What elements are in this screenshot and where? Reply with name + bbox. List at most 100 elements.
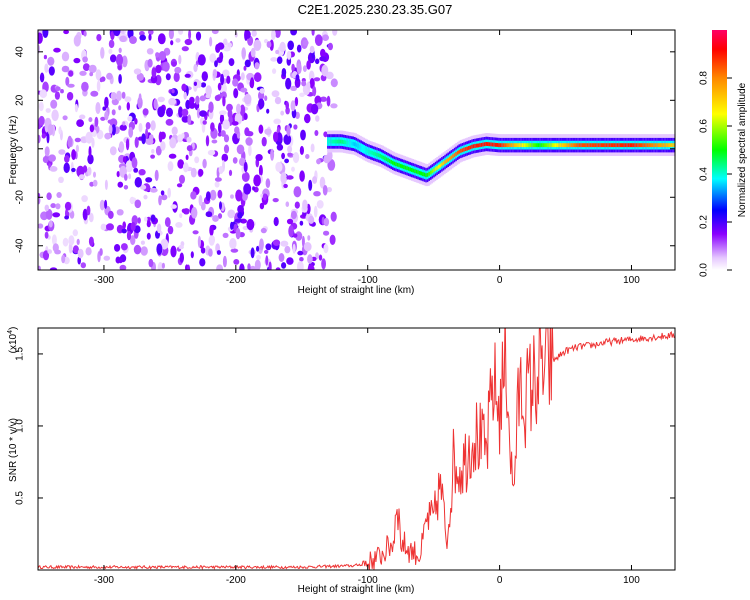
noise-speckle — [47, 123, 54, 136]
noise-speckle — [118, 258, 123, 264]
signal-core — [574, 143, 577, 148]
noise-speckle — [99, 248, 103, 256]
noise-speckle — [281, 152, 285, 160]
noise-speckle — [150, 214, 156, 223]
noise-speckle — [119, 124, 127, 131]
noise-speckle — [175, 38, 181, 43]
signal-core — [629, 143, 633, 148]
noise-speckle — [301, 80, 307, 87]
noise-speckle — [85, 131, 93, 144]
noise-speckle — [322, 34, 329, 41]
noise-speckle — [58, 149, 66, 155]
noise-speckle — [56, 192, 62, 198]
noise-speckle — [83, 30, 87, 37]
noise-speckle — [151, 149, 155, 154]
noise-speckle — [71, 167, 76, 173]
noise-speckle — [77, 256, 81, 265]
noise-speckle — [55, 86, 61, 91]
noise-speckle — [299, 220, 304, 226]
signal-core — [569, 143, 573, 148]
noise-speckle — [309, 78, 315, 89]
noise-speckle — [236, 103, 241, 115]
noise-speckle — [320, 48, 326, 58]
noise-speckle — [38, 192, 41, 198]
noise-speckle — [323, 230, 330, 236]
noise-speckle — [261, 136, 267, 147]
noise-speckle — [50, 203, 56, 209]
signal-core — [672, 143, 675, 148]
noise-speckle — [256, 245, 260, 252]
noise-speckle — [165, 118, 174, 126]
signal-core — [654, 143, 658, 148]
noise-speckle — [260, 227, 267, 234]
noise-speckle — [266, 41, 272, 48]
noise-speckle — [146, 232, 151, 240]
noise-speckle — [302, 39, 309, 46]
signal-core — [488, 142, 492, 147]
noise-speckle — [302, 65, 307, 72]
noise-speckle — [89, 72, 94, 77]
noise-speckle — [188, 102, 196, 109]
noise-speckle — [244, 59, 251, 68]
noise-speckle — [295, 111, 300, 119]
noise-speckle — [137, 217, 141, 224]
noise-speckle — [285, 101, 290, 110]
y-tick-label: 1.5 — [15, 347, 26, 361]
noise-speckle — [200, 82, 207, 88]
noise-speckle — [108, 39, 115, 49]
noise-speckle — [110, 54, 117, 63]
noise-speckle — [299, 170, 305, 182]
noise-speckle — [71, 149, 76, 161]
noise-speckle — [237, 205, 245, 214]
signal-core — [415, 169, 419, 174]
noise-speckle — [118, 105, 122, 111]
signal-core — [414, 169, 418, 174]
noise-speckle — [299, 257, 304, 262]
noise-speckle — [297, 261, 304, 270]
noise-speckle — [184, 38, 193, 46]
noise-speckle — [89, 181, 95, 187]
noise-speckle — [134, 199, 142, 209]
noise-speckle — [276, 132, 283, 143]
noise-speckle — [168, 153, 177, 159]
signal-core — [657, 143, 661, 148]
noise-speckle — [53, 47, 61, 53]
noise-speckle — [275, 49, 280, 55]
noise-speckle — [199, 258, 206, 267]
noise-speckle — [158, 51, 167, 61]
noise-speckle — [113, 30, 121, 37]
noise-speckle — [232, 78, 239, 87]
noise-speckle — [167, 225, 174, 235]
noise-speckle — [296, 63, 302, 74]
noise-speckle — [39, 72, 45, 83]
noise-speckle — [44, 204, 50, 212]
noise-speckle — [138, 169, 146, 176]
colorbar-tick-label: 0.8 — [699, 71, 710, 85]
axes: -300 -200 -100 0 100 0.5 1.0 1.5 — [15, 328, 675, 586]
signal-core — [529, 143, 533, 148]
noise-speckle — [126, 101, 130, 111]
noise-speckle — [140, 184, 147, 190]
noise-speckle — [181, 208, 187, 213]
colorbar-tick-label: 0.4 — [699, 167, 710, 181]
signal-core — [357, 144, 361, 148]
signal-core — [659, 143, 663, 148]
noise-speckle — [223, 144, 230, 154]
noise-speckle — [221, 153, 229, 162]
noise-speckle — [122, 156, 127, 163]
noise-speckle — [286, 257, 294, 265]
noise-speckle — [122, 121, 126, 126]
noise-speckle — [109, 146, 117, 156]
noise-speckle — [155, 145, 162, 156]
signal-core — [456, 150, 460, 155]
noise-speckle — [316, 200, 324, 209]
signal-core — [581, 143, 585, 148]
noise-speckle — [291, 63, 295, 72]
noise-speckle — [198, 169, 204, 177]
signal-core — [347, 140, 351, 145]
signal-core — [618, 143, 622, 148]
noise-speckle — [160, 194, 168, 201]
noise-speckle — [104, 111, 109, 121]
signal-core — [441, 162, 445, 167]
noise-speckle — [72, 245, 79, 254]
